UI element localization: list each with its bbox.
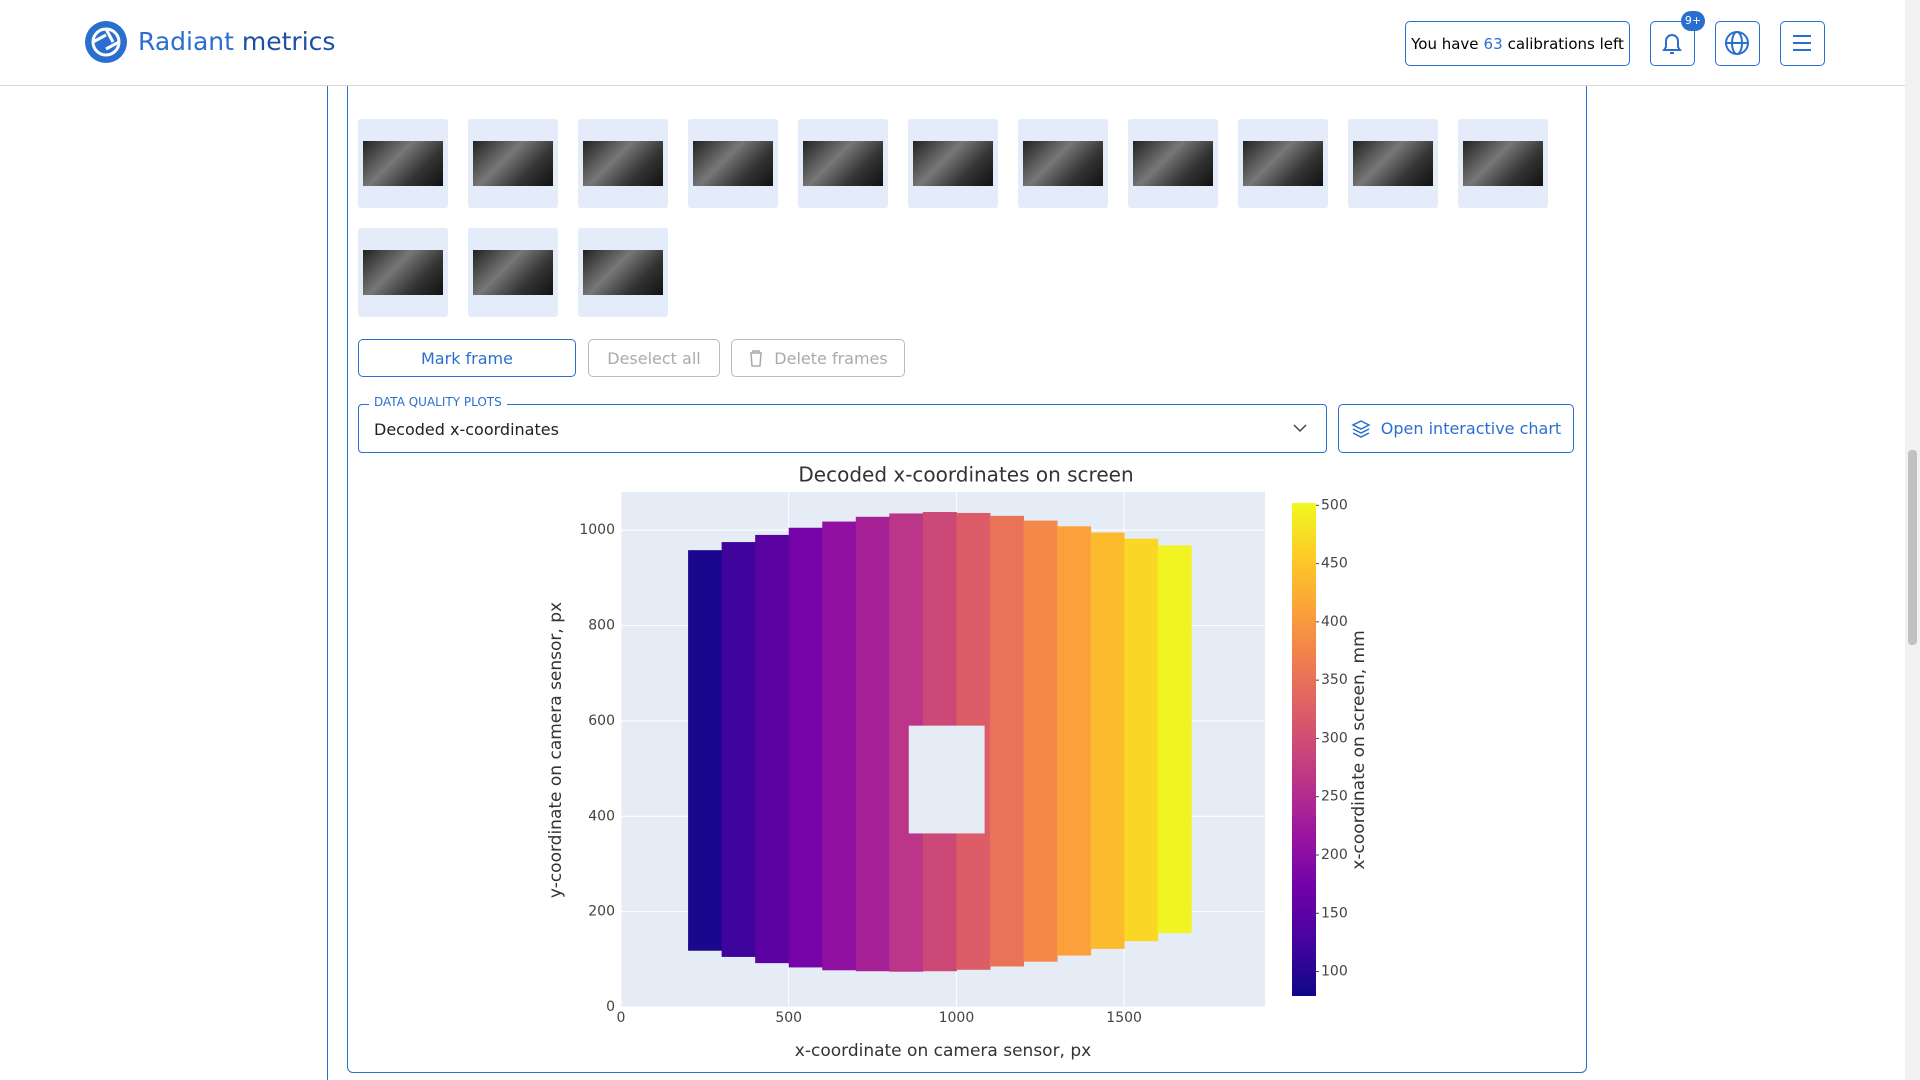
thumbnail[interactable] xyxy=(578,228,668,317)
y-axis-title: y-coordinate on camera sensor, px xyxy=(546,602,566,898)
chart-title: Decoded x-coordinates on screen xyxy=(798,463,1133,487)
colorbar-tick-label: 350 xyxy=(1321,672,1348,688)
thumbnail-image xyxy=(1463,141,1543,186)
thumbnail-image xyxy=(583,250,663,295)
chevron xyxy=(1293,424,1307,433)
scroll-thumb[interactable] xyxy=(1908,450,1917,645)
language-button[interactable] xyxy=(1715,21,1760,66)
heat-cell xyxy=(1090,532,1125,949)
y-tick-label: 600 xyxy=(588,713,615,729)
x-tick-label: 500 xyxy=(775,1010,802,1026)
thumbnail[interactable] xyxy=(688,119,778,208)
thumbnail[interactable] xyxy=(1018,119,1108,208)
colorbar-tick-label: 150 xyxy=(1321,905,1348,921)
data-gap xyxy=(908,725,985,834)
delete-button[interactable]: Delete frames xyxy=(731,339,905,377)
thumbnail[interactable] xyxy=(1458,119,1548,208)
thumbnail[interactable] xyxy=(468,119,558,208)
thumbnail[interactable] xyxy=(358,119,448,208)
menu-button[interactable] xyxy=(1780,21,1825,66)
heat-cell xyxy=(1124,538,1159,942)
text: You have xyxy=(1411,34,1479,53)
x-tick-label: 1000 xyxy=(939,1010,975,1026)
heat-cell xyxy=(1057,526,1092,956)
thumbnail-image xyxy=(693,141,773,186)
plot-select[interactable]: DATA QUALITY PLOTS Decoded x-coordinates xyxy=(358,395,1327,453)
deselect-button[interactable]: Deselect all xyxy=(588,339,720,377)
thumbnail[interactable] xyxy=(798,119,888,208)
frame-line xyxy=(327,86,328,1080)
label: Open interactive chart xyxy=(1380,419,1562,438)
thumbnail[interactable] xyxy=(908,119,998,208)
thumbnail[interactable] xyxy=(358,228,448,317)
select-legend: DATA QUALITY PLOTS xyxy=(369,395,507,409)
select-value: Decoded x-coordinates xyxy=(374,420,559,439)
thumbnail-image xyxy=(803,141,883,186)
thumbnail[interactable] xyxy=(1128,119,1218,208)
thumbnail[interactable] xyxy=(1238,119,1328,208)
logo-text: Radiant metrics xyxy=(138,27,335,56)
thumbnail-image xyxy=(363,141,443,186)
bell-icon xyxy=(1662,34,1682,54)
colorbar-tick-label: 300 xyxy=(1321,730,1348,746)
x-tick-label: 1500 xyxy=(1106,1010,1142,1026)
thumbnail-image xyxy=(473,141,553,186)
badge: 9+ xyxy=(1681,11,1705,31)
globe-icon xyxy=(1725,31,1749,55)
heat-cell xyxy=(1157,545,1192,934)
mark-frame-button[interactable]: Mark frame xyxy=(358,339,576,377)
calibrations-counter[interactable]: You have 63 calibrations left xyxy=(1405,21,1630,66)
heat-cell xyxy=(822,521,857,971)
text: calibrations left xyxy=(1507,34,1624,53)
heat-cell xyxy=(855,516,890,972)
open-chart-button[interactable]: Open interactive chart xyxy=(1338,404,1574,453)
notifications-button[interactable] xyxy=(1650,21,1695,66)
heat-cell xyxy=(788,527,823,968)
colorbar-title: x-coordinate on screen, mm xyxy=(1349,630,1369,869)
thumbnail-image xyxy=(1023,141,1103,186)
trash-icon xyxy=(750,350,763,367)
colorbar xyxy=(1292,503,1316,996)
header: Radiant metrics You have 63 calibrations l… xyxy=(0,0,1905,86)
y-tick-label: 1000 xyxy=(579,522,615,538)
heat-cell xyxy=(688,550,723,951)
thumbnail-image xyxy=(583,141,663,186)
colorbar-tick-label: 250 xyxy=(1321,789,1348,805)
thumbnail-image xyxy=(913,141,993,186)
logo-icon xyxy=(85,21,127,63)
y-tick-label: 200 xyxy=(588,904,615,920)
logo-word: metrics xyxy=(241,27,336,56)
colorbar-tick-label: 100 xyxy=(1321,964,1348,980)
logo-word: Radiant xyxy=(138,27,234,56)
thumbnail-image xyxy=(473,250,553,295)
count: 63 xyxy=(1483,34,1503,53)
layers-icon xyxy=(1351,419,1371,438)
colorbar-tick-label: 450 xyxy=(1321,556,1348,572)
thumbnail-image xyxy=(1133,141,1213,186)
label: Delete frames xyxy=(774,348,888,368)
thumbnail[interactable] xyxy=(1348,119,1438,208)
y-tick-label: 0 xyxy=(606,999,615,1015)
heat-cell xyxy=(721,542,756,957)
y-tick-label: 400 xyxy=(588,808,615,824)
x-tick-label: 0 xyxy=(617,1010,626,1026)
thumbnail[interactable] xyxy=(578,119,668,208)
heat-cell xyxy=(1023,520,1058,962)
scrollbar xyxy=(1905,0,1920,1080)
thumbnail-image xyxy=(1243,141,1323,186)
thumbnail-image xyxy=(363,250,443,295)
heat-cell xyxy=(989,515,1024,967)
y-tick-label: 800 xyxy=(588,618,615,634)
thumbnail-image xyxy=(1353,141,1433,186)
menu-icon xyxy=(1793,35,1811,51)
heat-cell xyxy=(755,534,790,964)
thumbnail[interactable] xyxy=(468,228,558,317)
colorbar-tick-label: 400 xyxy=(1321,614,1348,630)
x-axis-title: x-coordinate on camera sensor, px xyxy=(795,1041,1091,1061)
colorbar-tick-label: 200 xyxy=(1321,847,1348,863)
colorbar-tick-label: 500 xyxy=(1321,497,1348,513)
